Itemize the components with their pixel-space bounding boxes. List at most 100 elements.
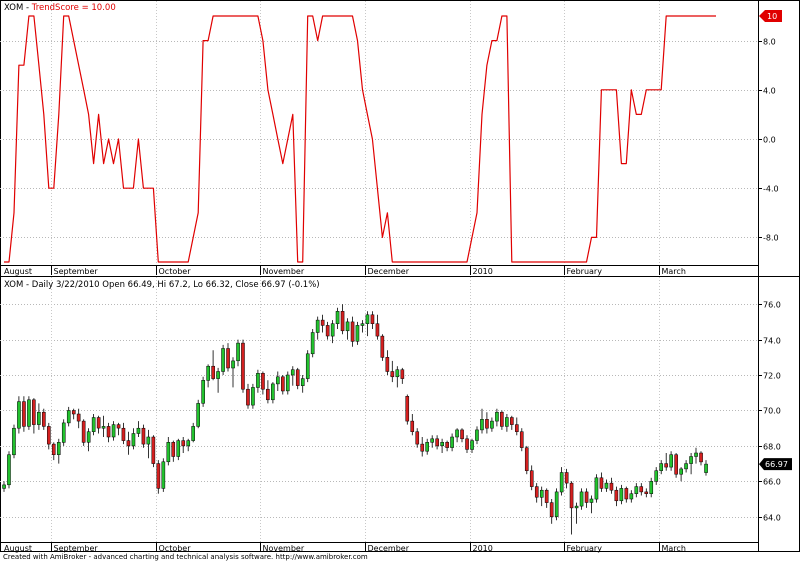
- candle-body: [460, 429, 464, 440]
- candle: [579, 488, 584, 510]
- candle-body: [156, 463, 161, 489]
- candle: [51, 442, 56, 461]
- candle: [569, 481, 574, 535]
- candle: [664, 453, 668, 471]
- candle: [594, 474, 599, 503]
- candle-body: [410, 420, 415, 432]
- candle-body: [385, 357, 390, 372]
- candle: [614, 486, 619, 507]
- candle: [256, 369, 260, 393]
- candle-body: [405, 396, 410, 422]
- candle: [505, 414, 509, 432]
- candle-body: [559, 472, 564, 493]
- candle-body: [116, 424, 121, 429]
- candle: [325, 321, 330, 340]
- candle-body: [91, 417, 96, 432]
- candle-body: [470, 440, 474, 450]
- candle: [251, 383, 255, 409]
- candle-body: [544, 489, 549, 503]
- candle: [206, 364, 210, 388]
- candle-body: [211, 365, 215, 379]
- upper-month-label: February: [567, 267, 603, 276]
- upper-month-label: September: [54, 267, 99, 276]
- candle: [37, 403, 41, 430]
- candle-body: [629, 493, 634, 500]
- candle: [515, 417, 519, 436]
- candle-body: [350, 321, 355, 342]
- candle: [126, 431, 131, 455]
- candle-body: [181, 440, 186, 447]
- candle: [684, 460, 688, 473]
- upper-month-label: November: [263, 267, 305, 276]
- candle: [201, 376, 205, 407]
- candle: [534, 483, 539, 503]
- candle: [96, 415, 101, 434]
- upper-month-label: December: [368, 267, 410, 276]
- candle-body: [445, 442, 449, 448]
- candle-body: [276, 376, 280, 385]
- lower-x-axis-labels: August September October November December 20…: [4, 542, 686, 553]
- upper-title: XOM - TrendScore = 10.00: [4, 3, 116, 13]
- candle-body: [71, 410, 76, 415]
- candle-body: [365, 314, 370, 324]
- candle: [156, 460, 161, 494]
- candle-body: [624, 488, 629, 500]
- candle-body: [529, 470, 534, 487]
- lower-y-tick-label: 72.0: [763, 372, 781, 381]
- candle-body: [500, 411, 504, 427]
- candle-body: [246, 388, 250, 406]
- lower-y-tick-label: 66.0: [763, 478, 781, 487]
- candle: [27, 396, 31, 430]
- candle-body: [146, 436, 151, 445]
- upper-panel-grid: [0, 41, 758, 238]
- candle-body: [22, 401, 26, 427]
- upper-month-label: August: [4, 267, 32, 276]
- lower-month-label: August: [4, 544, 32, 553]
- candle-body: [380, 335, 385, 358]
- candle: [161, 458, 166, 492]
- candle-body: [126, 440, 131, 447]
- upper-y-tick-label: -4.0: [763, 185, 779, 194]
- candle-body: [206, 365, 210, 381]
- candle-body: [420, 443, 425, 452]
- price-candles: [2, 304, 708, 535]
- candle-body: [664, 463, 668, 468]
- candle-body: [599, 477, 604, 489]
- trendscore-series: [4, 15, 716, 263]
- candle-body: [101, 426, 106, 429]
- candle: [285, 371, 290, 395]
- candle: [355, 321, 360, 345]
- upper-title-ticker: XOM: [4, 3, 23, 13]
- candle-body: [236, 342, 240, 362]
- candle-body: [614, 489, 619, 502]
- candle: [211, 350, 215, 381]
- price-last-badge-text: 66.97: [765, 460, 788, 469]
- candle: [510, 415, 514, 430]
- candle: [281, 375, 285, 395]
- candle-body: [166, 442, 171, 463]
- candle-body: [281, 376, 285, 392]
- candle-body: [131, 433, 136, 447]
- candle-body: [475, 429, 479, 441]
- candle: [574, 502, 579, 524]
- lower-y-axis-ticks: 64.0 66.0 68.0 70.0 72.0 74.0 76.0: [758, 301, 781, 523]
- candle: [495, 408, 499, 427]
- candle-body: [579, 491, 584, 507]
- candle: [400, 367, 405, 384]
- candle-body: [266, 388, 270, 401]
- candle-body: [609, 482, 614, 491]
- candle-body: [86, 431, 91, 443]
- candle: [246, 383, 250, 409]
- candle-body: [480, 419, 484, 431]
- lower-y-tick-label: 76.0: [763, 301, 781, 310]
- candle-body: [524, 447, 529, 471]
- candle-body: [694, 452, 698, 457]
- lower-month-label: September: [54, 544, 99, 553]
- candle: [584, 488, 589, 508]
- candle-body: [400, 369, 405, 379]
- candle: [470, 438, 474, 453]
- candle: [350, 316, 355, 347]
- candle: [609, 477, 614, 494]
- candle: [71, 408, 76, 420]
- candle-body: [295, 369, 300, 386]
